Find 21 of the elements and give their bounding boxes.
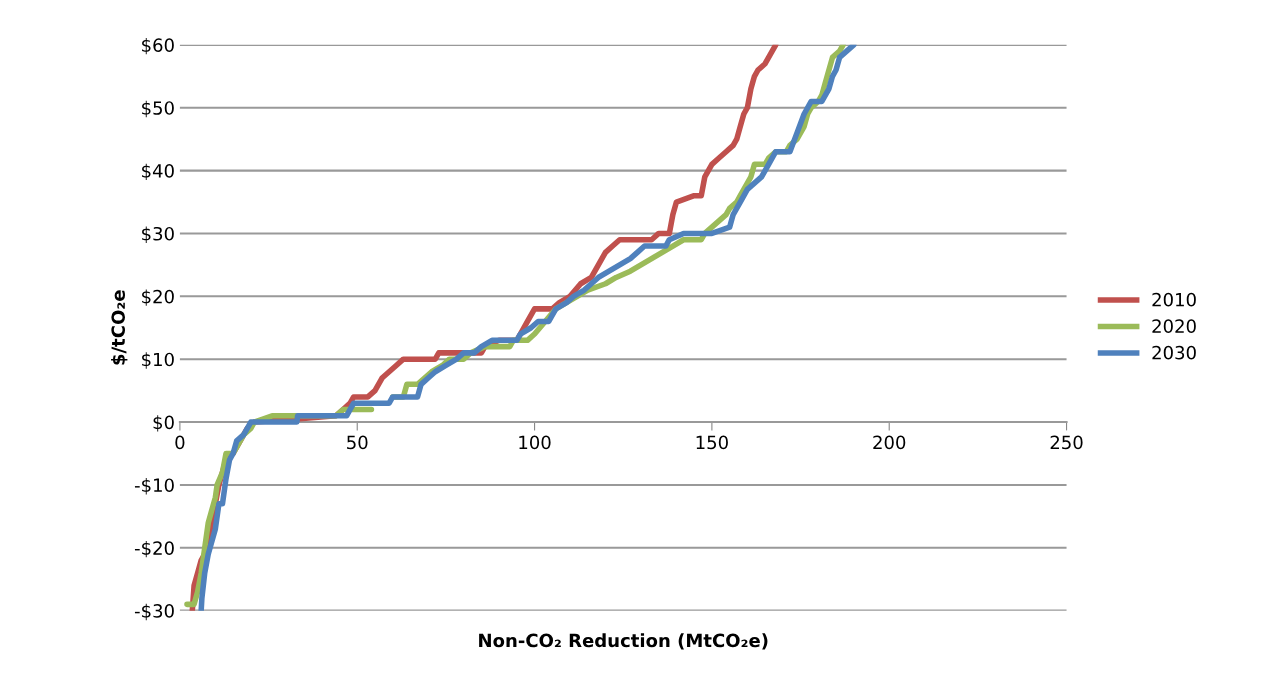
legend-label: 2010 xyxy=(1152,292,1196,307)
y-tick-label: $40 xyxy=(142,163,174,181)
x-tick-label: 250 xyxy=(1050,435,1083,450)
x-tick-label: 50 xyxy=(347,435,368,450)
x-tick-label: 200 xyxy=(873,435,906,450)
x-axis-title: Non-CO₂ Reduction (MtCO₂e) xyxy=(479,633,768,650)
y-tick-label: -$30 xyxy=(134,603,174,621)
x-tick-label: 0 xyxy=(175,435,185,450)
y-tick-label: $30 xyxy=(142,226,174,243)
legend-label: 2030 xyxy=(1152,345,1196,360)
y-tick-label: $60 xyxy=(142,37,174,55)
y-tick-label: $20 xyxy=(142,289,174,306)
x-tick-label: 150 xyxy=(696,435,728,450)
y-tick-label: $10 xyxy=(142,352,174,369)
x-tick-label: 100 xyxy=(519,435,551,450)
legend-label: 2020 xyxy=(1152,319,1196,333)
y-tick-label: $0 xyxy=(153,415,174,432)
y-tick-label: $50 xyxy=(142,100,174,118)
y-axis-title: $/tCO₂e xyxy=(111,290,128,365)
y-tick-label: -$10 xyxy=(134,478,174,495)
y-tick-label: -$20 xyxy=(134,540,174,558)
